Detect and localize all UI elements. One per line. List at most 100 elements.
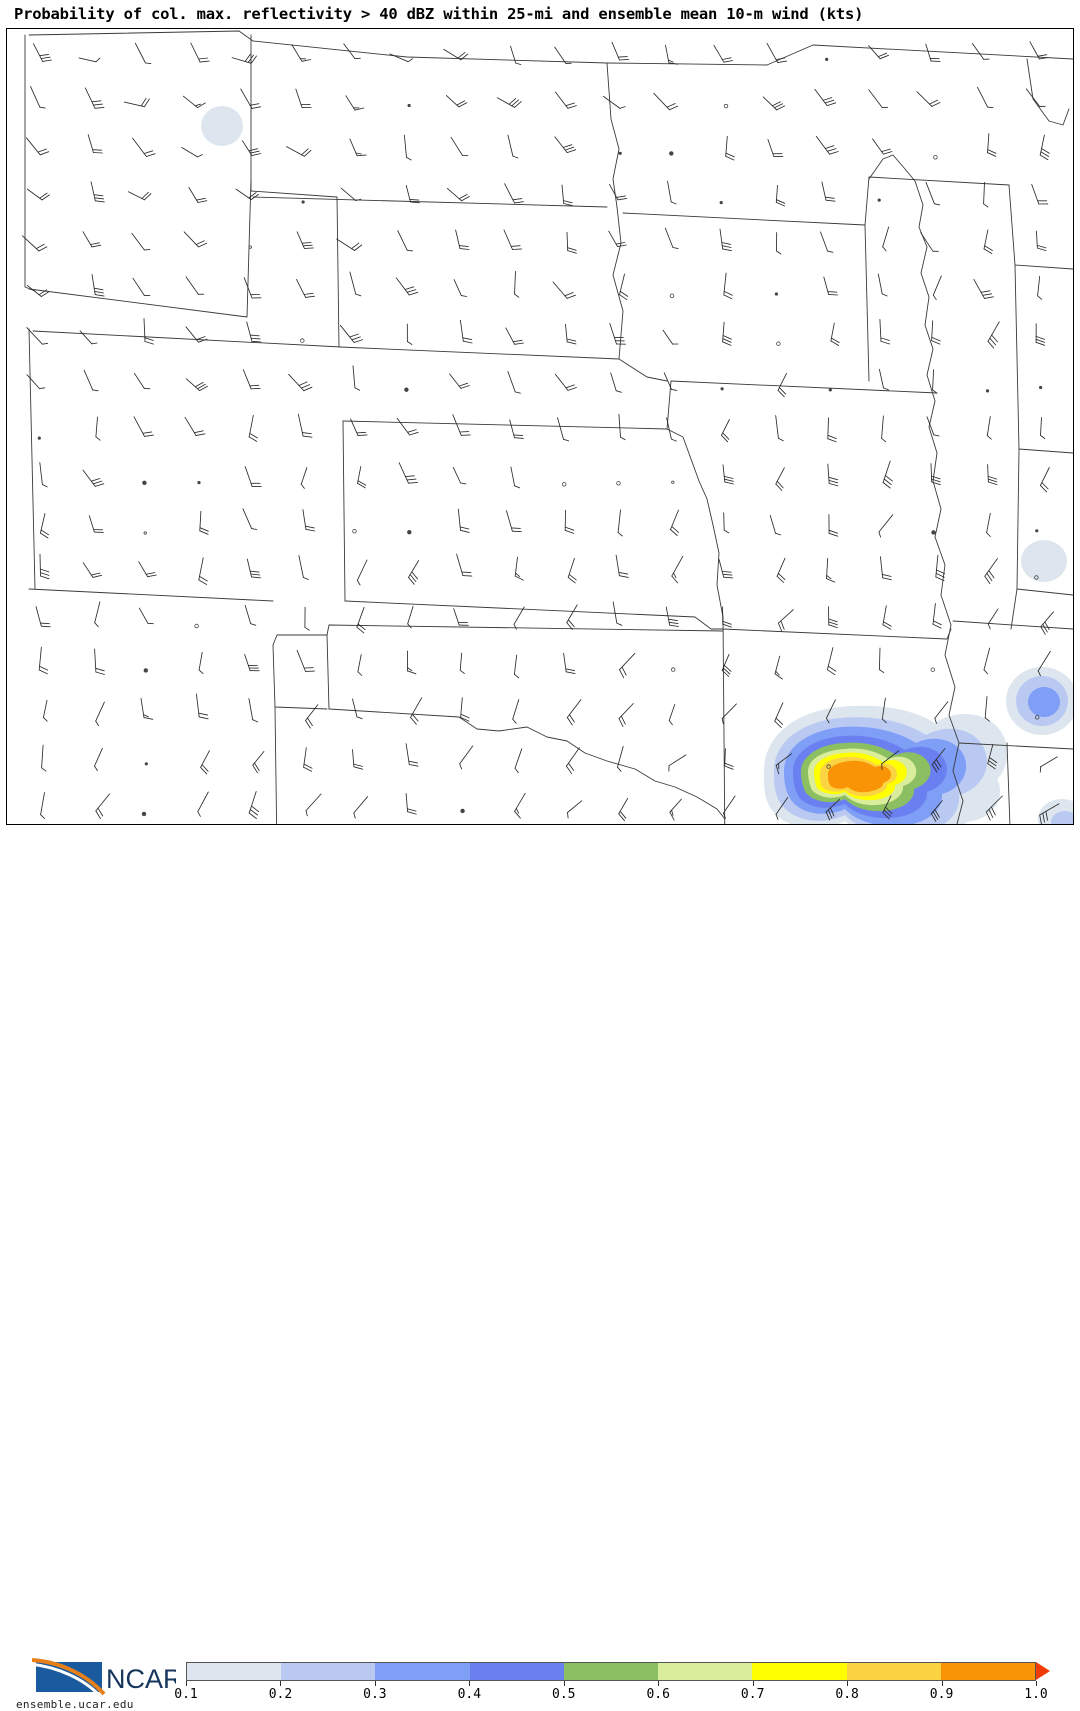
wind-barb-flag: [406, 476, 415, 477]
wind-barb-flag: [829, 530, 838, 533]
wind-barb-flag: [674, 573, 677, 578]
wind-barb-flag: [93, 150, 102, 151]
wind-barb-flag: [95, 766, 98, 771]
wind-barb-flag: [1038, 55, 1047, 57]
wind-barb-shaft: [357, 560, 367, 580]
wind-barb-flag: [1036, 342, 1045, 345]
wind-barb-flag: [94, 195, 103, 196]
wind-barbs: [22, 42, 1059, 824]
wind-barb-flag: [617, 623, 622, 625]
wind-barb-flag: [39, 670, 47, 674]
wind-barb-shaft: [358, 655, 361, 672]
wind-barb-shaft: [869, 90, 883, 108]
wind-barb-flag: [566, 669, 575, 671]
wind-barb-flag: [410, 432, 419, 435]
wind-barb-flag: [38, 149, 46, 152]
wind-barb-shaft: [558, 418, 564, 440]
wind-barb-flag: [1038, 296, 1042, 300]
wind-barb-flag: [827, 579, 835, 583]
wind-barb-flag: [40, 388, 45, 389]
wind-barb-shaft: [933, 370, 934, 390]
wind-barb-shaft: [390, 54, 408, 62]
wind-barb-flag: [409, 292, 418, 295]
wind-barb-flag: [304, 248, 313, 249]
wind-barb-flag: [724, 291, 732, 295]
calm-wind-marker: [721, 388, 723, 390]
wind-barb-flag: [933, 295, 936, 300]
wind-barb-flag: [299, 382, 307, 386]
colorbar-tick-label: 0.6: [646, 1687, 669, 1702]
wind-barb-flag: [41, 815, 45, 819]
wind-barb-flag: [96, 437, 100, 440]
wind-barb-shaft: [933, 276, 941, 295]
wind-barb-flag: [620, 107, 625, 109]
wind-barb-flag: [563, 145, 572, 148]
wind-barb-shaft: [770, 515, 775, 533]
wind-barb-flag: [619, 572, 628, 574]
calm-wind-marker: [670, 294, 674, 298]
colorbar-tick: [375, 1681, 376, 1686]
wind-barb-shaft: [878, 274, 882, 294]
calm-wind-marker: [878, 199, 880, 201]
wind-barb-flag: [515, 343, 524, 344]
wind-barb-flag: [514, 435, 523, 436]
wind-barb-flag: [781, 621, 784, 629]
wind-barb-shaft: [408, 606, 413, 624]
wind-barb-shaft: [669, 704, 675, 720]
calm-wind-marker: [249, 246, 251, 248]
wind-barb-flag: [411, 202, 420, 203]
wind-barb-flag: [829, 625, 838, 628]
wind-barb-flag: [778, 623, 781, 631]
wind-barb-shaft: [135, 43, 145, 63]
wind-barb-flag: [512, 531, 521, 532]
wind-barb-flag: [723, 668, 730, 674]
wind-barb-flag: [511, 528, 520, 529]
wind-barb-flag: [883, 247, 886, 251]
calm-wind-marker: [777, 342, 781, 346]
wind-barb-flag: [567, 339, 576, 341]
wind-barb-flag: [41, 626, 50, 627]
wind-barb-flag: [671, 202, 676, 204]
wind-barb-flag: [301, 484, 304, 488]
wind-barb-shaft: [776, 416, 779, 439]
wind-barb-flag: [252, 107, 261, 109]
wind-barb-flag: [250, 335, 259, 336]
wind-barb-flag: [253, 720, 258, 722]
wind-barb-flag: [146, 154, 155, 157]
wind-barb-shaft: [987, 417, 990, 436]
wind-barb-shaft: [299, 556, 304, 578]
wind-barb-shaft: [139, 608, 148, 623]
wind-barb-shaft: [1026, 89, 1040, 107]
calm-wind-marker: [353, 529, 357, 533]
wind-barb-flag: [354, 813, 356, 818]
colorbar-tick-label: 0.4: [458, 1687, 481, 1702]
wind-barb-flag: [725, 763, 733, 766]
wind-barb-shaft: [514, 607, 524, 624]
wind-barb-flag: [96, 672, 105, 675]
calm-wind-marker: [724, 104, 728, 108]
wind-barb-shaft: [301, 468, 307, 484]
colorbar-tick-label: 0.8: [835, 1687, 858, 1702]
wind-barb-flag: [303, 245, 312, 246]
wind-barb-flag: [725, 766, 733, 769]
page-title: Probability of col. max. reflectivity > …: [14, 5, 863, 23]
wind-barb-flag: [567, 718, 572, 726]
wind-barb-flag: [565, 530, 573, 533]
wind-barb-flag: [197, 198, 206, 200]
wind-barb-flag: [250, 385, 259, 386]
wind-barb-flag: [91, 573, 100, 575]
wind-barb-shaft: [618, 746, 624, 767]
wind-barb-flag: [515, 768, 518, 772]
wind-barb-flag: [618, 533, 622, 536]
wind-barb-flag: [1036, 336, 1045, 339]
wind-barb-flag: [828, 292, 837, 293]
wind-barb-shaft: [603, 96, 620, 108]
wind-barb-flag: [829, 484, 838, 486]
wind-barb-flag: [43, 60, 52, 61]
wind-barb-flag: [825, 197, 834, 198]
wind-barb-flag: [516, 808, 518, 813]
wind-barb-flag: [513, 719, 517, 723]
wind-barb-shaft: [95, 602, 100, 623]
wind-barb-flag: [251, 338, 260, 339]
wind-barb-flag: [42, 485, 47, 487]
